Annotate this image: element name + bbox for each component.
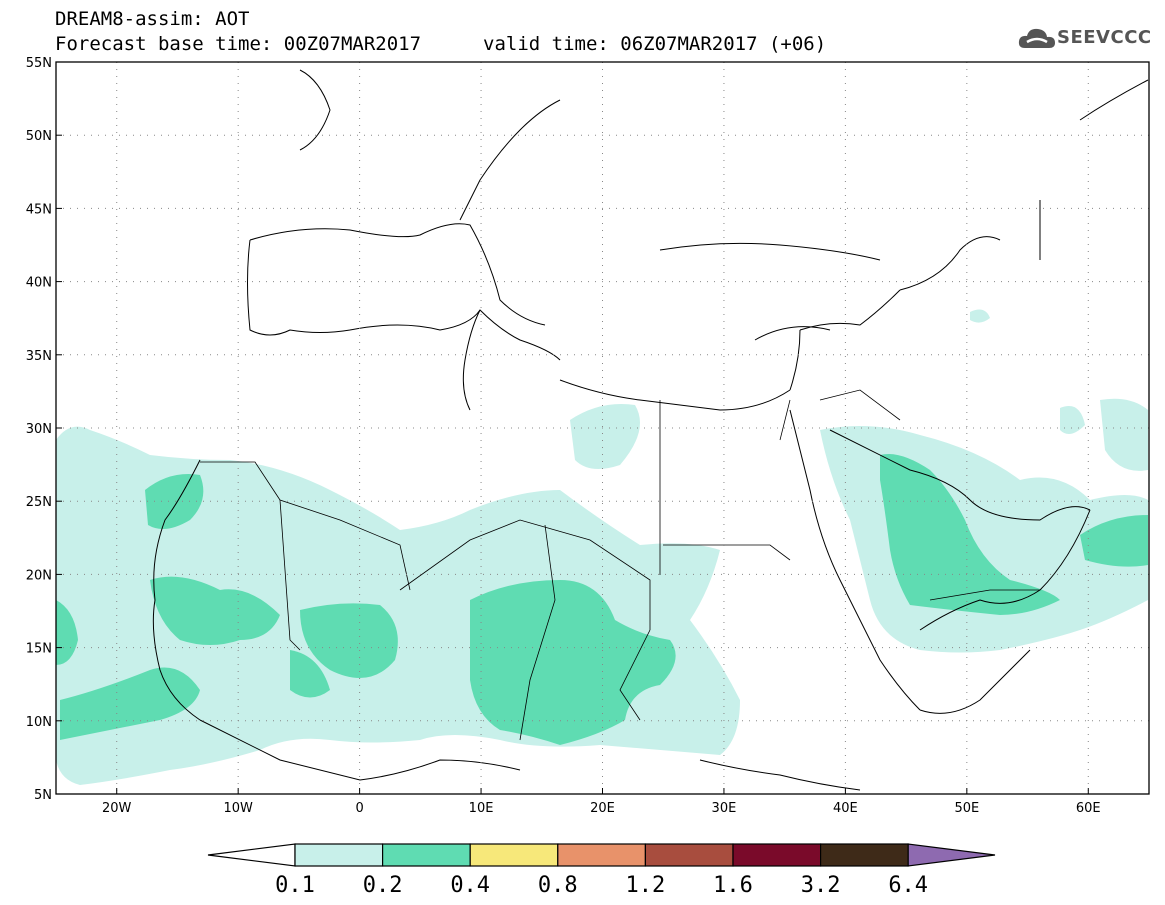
- longitude-labels: 20W 10W 0 10E 20E 30E 40E 50E 60E: [102, 788, 1101, 816]
- colorbar-label: 0.4: [450, 873, 490, 898]
- lat-label: 55N: [26, 56, 52, 71]
- colorbar-box: [294, 843, 384, 867]
- lat-label: 5N: [34, 788, 52, 803]
- colorbar-label: 6.4: [888, 873, 928, 898]
- lat-label: 35N: [26, 349, 52, 364]
- lon-label: 10E: [469, 801, 494, 816]
- colorbar-label: 0.2: [363, 873, 403, 898]
- lon-label: 20W: [102, 801, 132, 816]
- lat-label: 20N: [26, 568, 52, 583]
- colorbar-label: 1.2: [626, 873, 666, 898]
- colorbar-box: [469, 843, 559, 867]
- lat-label: 15N: [26, 642, 52, 657]
- map-title: DREAM8-assim: AOT: [55, 8, 250, 30]
- colorbar-label: 1.6: [713, 873, 753, 898]
- lat-label: 50N: [26, 129, 52, 144]
- colorbar-box: [557, 843, 646, 867]
- cloud-icon: [1018, 28, 1055, 48]
- colorbar: 0.1 0.2 0.4 0.8 1.2 1.6 3.2 6.4: [207, 843, 996, 898]
- colorbar-box: [819, 843, 909, 867]
- colorbar-box: [382, 843, 471, 867]
- colorbar-box: [644, 843, 734, 867]
- coastlines: [152, 69, 1149, 791]
- lon-label: 20E: [590, 801, 615, 816]
- colorbar-under-triangle: [207, 843, 296, 867]
- lat-label: 30N: [26, 422, 52, 437]
- lon-label: 30E: [712, 801, 737, 816]
- colorbar-over-triangle: [907, 843, 996, 867]
- forecast-base-time: Forecast base time: 00Z07MAR2017: [55, 33, 422, 55]
- lon-label: 0: [355, 801, 363, 816]
- lat-label: 25N: [26, 495, 52, 510]
- seevccc-logo: [1017, 24, 1157, 54]
- colorbar-label: 0.1: [275, 873, 315, 898]
- lon-label: 10W: [223, 801, 253, 816]
- lat-label: 40N: [26, 276, 52, 291]
- lon-label: 40E: [833, 801, 858, 816]
- lon-label: 60E: [1076, 801, 1101, 816]
- lat-label: 10N: [26, 715, 52, 730]
- lat-label: 45N: [26, 202, 52, 217]
- lon-label: 50E: [954, 801, 979, 816]
- colorbar-box: [732, 843, 822, 867]
- latitude-labels: 55N 50N 45N 40N 35N 30N 25N 20N 15N 10N 5N: [26, 56, 62, 803]
- borders: [200, 389, 1040, 741]
- colorbar-label: 0.8: [538, 873, 578, 898]
- logo-text: SEEVCCC: [1057, 27, 1152, 48]
- colorbar-label: 3.2: [801, 873, 841, 898]
- valid-time: valid time: 06Z07MAR2017 (+06): [483, 33, 827, 55]
